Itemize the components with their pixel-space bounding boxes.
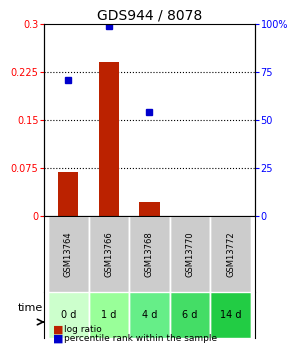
Text: GSM13770: GSM13770: [185, 231, 195, 277]
Text: GSM13766: GSM13766: [104, 231, 113, 277]
Text: 1 d: 1 d: [101, 310, 117, 320]
Text: 4 d: 4 d: [142, 310, 157, 320]
Text: GSM13772: GSM13772: [226, 231, 235, 277]
Bar: [99, 62, 119, 216]
Text: 14 d: 14 d: [220, 310, 241, 320]
Text: 0 d: 0 d: [61, 310, 76, 320]
Title: GDS944 / 8078: GDS944 / 8078: [97, 9, 202, 23]
Text: ■: ■: [53, 334, 63, 344]
Text: log ratio: log ratio: [64, 325, 102, 334]
FancyBboxPatch shape: [88, 292, 129, 338]
Text: ■: ■: [53, 325, 63, 334]
Text: GSM13768: GSM13768: [145, 231, 154, 277]
Text: percentile rank within the sample: percentile rank within the sample: [64, 334, 218, 343]
FancyBboxPatch shape: [48, 216, 88, 292]
Text: GSM13764: GSM13764: [64, 231, 73, 277]
FancyBboxPatch shape: [48, 292, 88, 338]
Text: 6 d: 6 d: [182, 310, 198, 320]
Text: time: time: [18, 303, 43, 313]
FancyBboxPatch shape: [170, 292, 210, 338]
FancyBboxPatch shape: [88, 216, 129, 292]
FancyBboxPatch shape: [210, 292, 251, 338]
FancyBboxPatch shape: [210, 216, 251, 292]
FancyBboxPatch shape: [170, 216, 210, 292]
FancyBboxPatch shape: [129, 216, 170, 292]
FancyBboxPatch shape: [129, 292, 170, 338]
Bar: [139, 201, 160, 216]
Bar: [58, 172, 79, 216]
